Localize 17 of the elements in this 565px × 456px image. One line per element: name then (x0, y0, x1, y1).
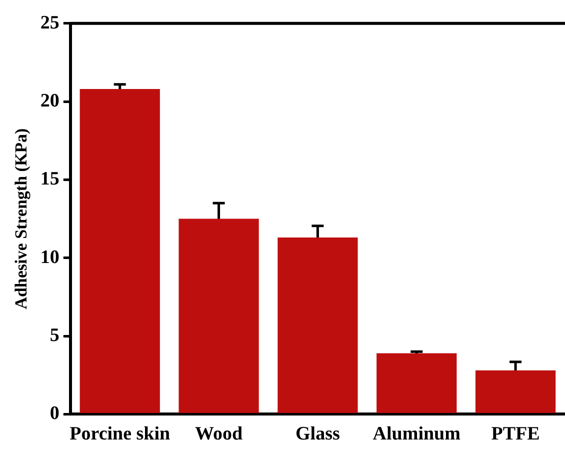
y-tick-label: 5 (50, 324, 60, 346)
bar (475, 370, 556, 413)
bar (376, 353, 457, 413)
x-tick-label: Porcine skin (70, 424, 171, 445)
x-tick-label: PTFE (491, 424, 540, 445)
x-tick-label: Wood (195, 424, 243, 445)
y-tick-label: 20 (40, 90, 60, 112)
y-axis-title: Adhesive Strength (KPa) (12, 128, 31, 310)
y-tick-label: 0 (50, 403, 60, 424)
x-tick-label: Aluminum (372, 424, 461, 445)
bar (278, 238, 358, 413)
bar (178, 218, 259, 413)
y-tick-label: 25 (40, 12, 60, 34)
y-tick-label: 10 (40, 246, 60, 268)
x-tick-label: Glass (296, 424, 340, 445)
bar (80, 89, 160, 413)
y-tick-label: 15 (40, 168, 60, 190)
